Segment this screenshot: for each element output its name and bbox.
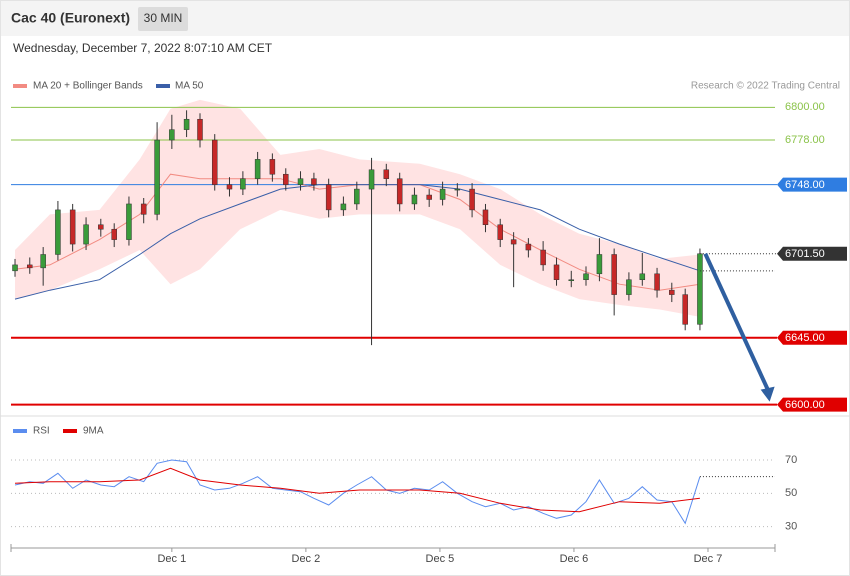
candle-body: [611, 254, 617, 295]
candle-body: [169, 129, 175, 141]
level-label: 6645.00: [785, 332, 825, 344]
candle-body: [697, 253, 703, 325]
bollinger-band: [15, 99, 700, 317]
x-tick-label: Dec 2: [292, 553, 321, 565]
level-label: 6748.00: [785, 179, 825, 191]
candle-body: [254, 159, 261, 179]
legend-label: RSI: [33, 426, 50, 437]
candle-body: [340, 203, 347, 211]
candle-body: [454, 188, 461, 191]
candle-body: [98, 224, 104, 230]
candle-body: [240, 178, 246, 190]
candle-body: [154, 139, 160, 215]
candle-body: [411, 194, 418, 205]
candle-body: [226, 184, 233, 190]
x-tick-label: Dec 5: [426, 553, 455, 565]
legend-swatch: [13, 84, 27, 88]
level-label: 6600.00: [785, 399, 825, 411]
x-tick-label: Dec 6: [560, 553, 589, 565]
last-price-label: 6701.50: [785, 248, 825, 260]
candle-body: [354, 188, 360, 205]
candle-body: [510, 239, 517, 245]
legend-label: MA 50: [175, 81, 204, 92]
last-price-tag: [777, 246, 847, 261]
y-tick-label: 30: [785, 521, 797, 533]
credit: Research © 2022 Trading Central: [691, 81, 840, 92]
candle-body: [439, 188, 446, 200]
legend-label: 9MA: [83, 426, 104, 437]
x-tick-label: Dec 1: [157, 553, 186, 565]
legend-swatch: [13, 429, 27, 433]
candle-body: [626, 279, 632, 295]
candle-body: [469, 188, 475, 211]
candle-body: [596, 254, 603, 275]
level-tag: [777, 397, 847, 412]
x-tick-label: Dec 7: [694, 553, 723, 565]
candle-body: [368, 169, 375, 190]
candle-body: [55, 209, 61, 255]
legend-swatch: [156, 84, 170, 88]
ma50-line: [14, 184, 701, 300]
interval-box: [138, 7, 188, 31]
candle-body: [311, 178, 317, 185]
candle-body: [654, 273, 660, 291]
candle-body: [383, 169, 390, 179]
candle-body: [12, 264, 18, 272]
candle-body: [111, 228, 117, 240]
candle-body: [325, 184, 332, 211]
candle-body: [482, 209, 489, 226]
candle-body: [669, 289, 675, 295]
candle-body: [639, 273, 646, 280]
level-label: 6800.00: [785, 101, 825, 113]
candle-body: [540, 249, 546, 266]
candle-body: [497, 224, 503, 240]
candle-body: [126, 203, 132, 240]
candle-body: [283, 173, 289, 185]
candle-body: [69, 209, 76, 245]
candle-body: [211, 139, 218, 185]
y-tick-label: 50: [785, 487, 797, 499]
candle-body: [27, 264, 33, 269]
title: Cac 40 (Euronext): [11, 10, 130, 26]
candle-body: [83, 224, 89, 245]
interval: 30 MIN: [144, 11, 183, 25]
candle-body: [297, 178, 304, 185]
series-line: [14, 467, 700, 513]
y-tick-label: 70: [785, 454, 797, 466]
series-line: [14, 459, 701, 525]
legend-swatch: [63, 429, 77, 433]
candle-body: [568, 279, 575, 281]
candle-body: [426, 194, 432, 200]
candle-body: [583, 273, 589, 280]
candle-body: [197, 118, 203, 141]
candle-body: [183, 118, 190, 130]
level-tag: [777, 330, 847, 345]
level-label: 6778.00: [785, 134, 825, 146]
candle-body: [140, 203, 147, 215]
level-tag: [777, 177, 847, 192]
candle-body: [682, 294, 688, 325]
candle-body: [269, 159, 276, 175]
candle-body: [396, 178, 403, 205]
candle-body: [525, 243, 532, 251]
timestamp: Wednesday, December 7, 2022 8:07:10 AM C…: [13, 41, 273, 55]
legend-label: MA 20 + Bollinger Bands: [33, 81, 143, 92]
forecast-arrow: [703, 252, 772, 395]
candle-body: [553, 264, 560, 280]
forecast-arrowhead: [760, 386, 775, 402]
candle-body: [40, 254, 46, 269]
